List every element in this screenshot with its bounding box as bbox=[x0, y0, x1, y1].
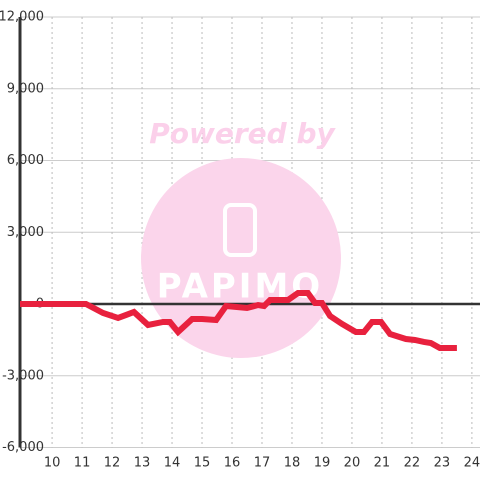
x-tick-label: 22 bbox=[404, 456, 421, 471]
y-tick-label: 3,000 bbox=[7, 225, 44, 240]
watermark-circle bbox=[141, 158, 341, 358]
x-tick-label: 15 bbox=[194, 456, 211, 471]
x-tick-label: 13 bbox=[134, 456, 151, 471]
watermark-logo: PAPIMO bbox=[157, 267, 323, 307]
y-tick-label: 6,000 bbox=[7, 153, 44, 168]
data-line bbox=[20, 289, 457, 351]
x-tick-label: 17 bbox=[254, 456, 271, 471]
x-tick-label: 14 bbox=[164, 456, 181, 471]
x-tick-label: 20 bbox=[344, 456, 361, 471]
y-tick-label: -3,000 bbox=[2, 368, 44, 383]
x-tick-label: 24 bbox=[464, 456, 480, 471]
x-tick-label: 21 bbox=[374, 456, 391, 471]
x-tick-label: 23 bbox=[434, 456, 451, 471]
x-tick-label: 18 bbox=[284, 456, 301, 471]
watermark-icon bbox=[223, 203, 257, 257]
x-tick-label: 16 bbox=[224, 456, 241, 471]
x-tick-label: 10 bbox=[44, 456, 61, 471]
x-tick-label: 12 bbox=[104, 456, 121, 471]
y-tick-label: 12,000 bbox=[0, 10, 44, 25]
x-tick-label: 19 bbox=[314, 456, 331, 471]
y-tick-label: 9,000 bbox=[7, 81, 44, 96]
watermark-text: Powered by bbox=[149, 117, 336, 150]
watermark: Powered by PAPIMO bbox=[141, 117, 341, 358]
x-tick-label: 11 bbox=[74, 456, 91, 471]
y-tick-label: -6,000 bbox=[2, 440, 44, 455]
